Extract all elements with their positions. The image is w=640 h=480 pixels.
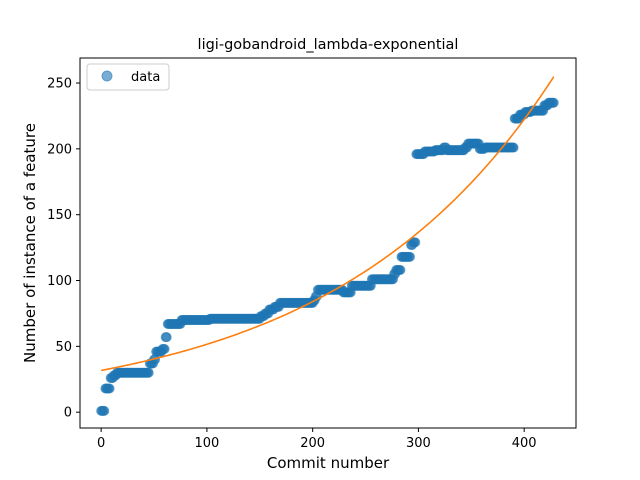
legend-marker xyxy=(101,70,113,82)
y-tick-label: 100 xyxy=(47,274,72,289)
chart-title: ligi-gobandroid_lambda-exponential xyxy=(198,37,459,53)
y-tick-label: 50 xyxy=(55,340,72,355)
data-point xyxy=(508,142,519,153)
legend-label: data xyxy=(131,70,160,85)
plot-area xyxy=(96,76,559,416)
fit-layer xyxy=(100,76,555,372)
axes-frame xyxy=(79,57,577,429)
data-layer xyxy=(96,97,559,416)
data-point xyxy=(99,405,110,416)
y-axis-ticks: 0 50 100 150 200 250 xyxy=(47,77,80,421)
x-tick-label: 300 xyxy=(406,436,431,451)
x-tick-label: 200 xyxy=(300,436,325,451)
data-point xyxy=(143,367,154,378)
x-tick-label: 400 xyxy=(512,436,537,451)
y-tick-label: 250 xyxy=(47,77,72,92)
x-axis-ticks: 0 100 200 300 400 xyxy=(97,428,537,451)
legend: data xyxy=(86,63,170,91)
data-point xyxy=(104,383,115,394)
fit-line xyxy=(100,76,555,372)
y-tick-label: 200 xyxy=(47,142,72,157)
y-tick-label: 0 xyxy=(64,406,72,421)
data-point xyxy=(548,97,559,108)
data-point xyxy=(159,344,170,354)
x-tick-label: 100 xyxy=(194,436,219,451)
data-point xyxy=(161,332,172,343)
data-point xyxy=(410,237,421,248)
legend-box xyxy=(86,63,170,91)
y-tick-label: 150 xyxy=(47,208,72,223)
data-point xyxy=(404,251,415,262)
x-axis-label: Commit number xyxy=(267,454,390,472)
y-axis-label: Number of instance of a feature xyxy=(21,123,39,363)
data-point xyxy=(395,264,406,275)
x-tick-label: 0 xyxy=(97,436,105,451)
